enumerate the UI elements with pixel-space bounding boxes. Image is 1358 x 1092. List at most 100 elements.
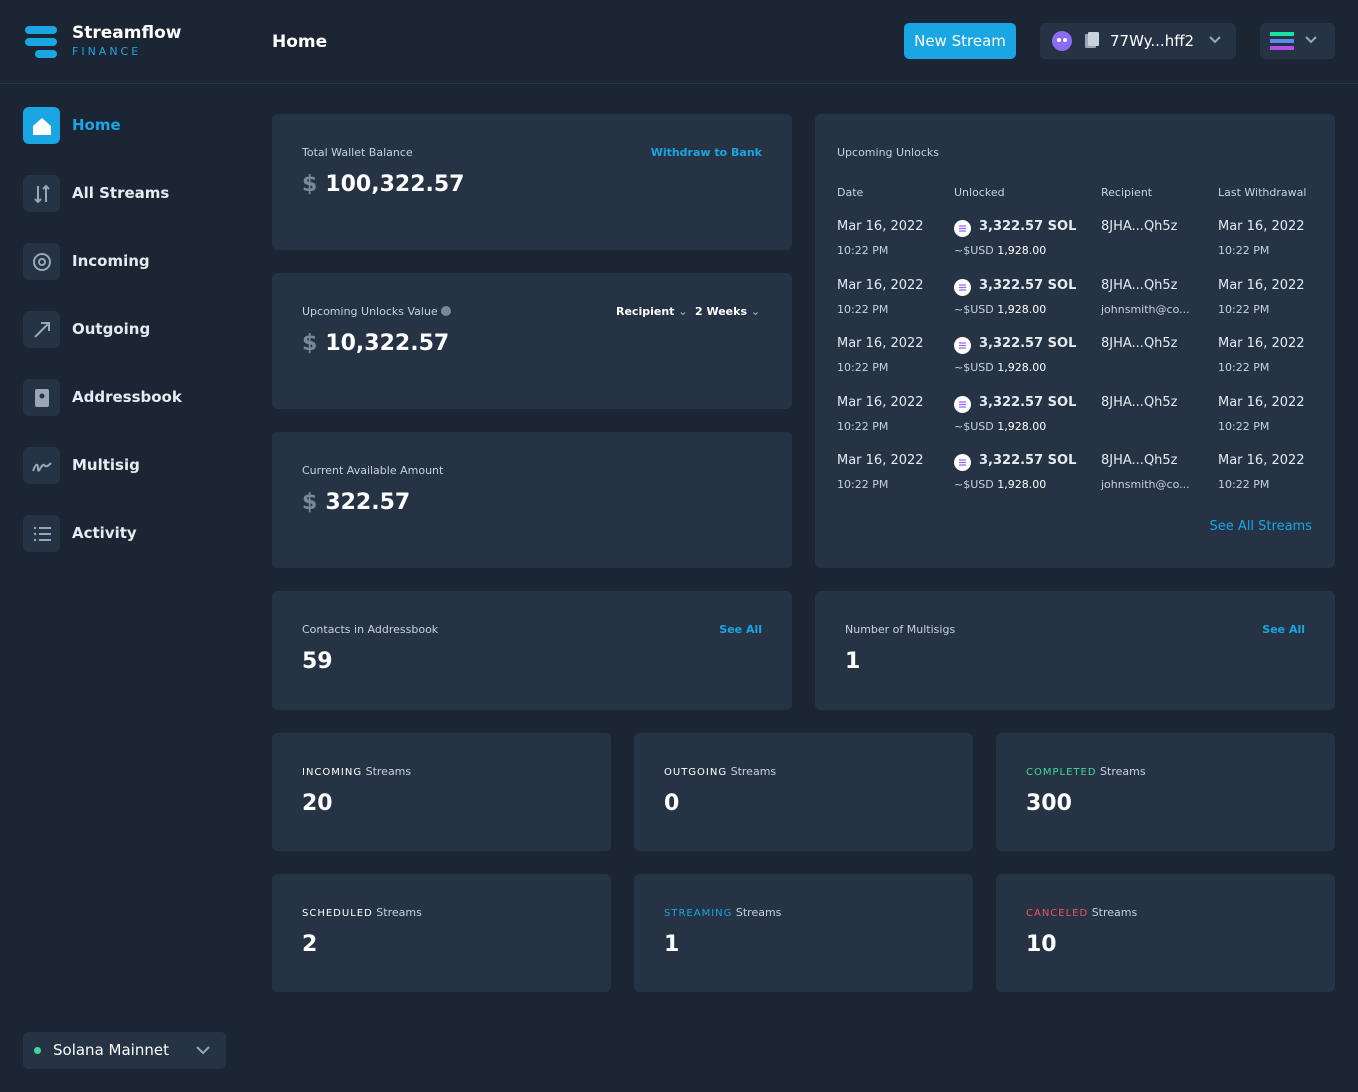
nav-item[interactable]: Addressbook bbox=[23, 379, 243, 416]
usd-value: ~$USD 1,928.00 bbox=[954, 303, 1046, 316]
last-date: Mar 16, 2022 bbox=[1218, 277, 1305, 293]
usd-amount: 1,928.00 bbox=[997, 419, 1047, 433]
amount: $10,322.57 bbox=[302, 331, 449, 356]
amount: 3,322.57 SOL bbox=[979, 453, 1077, 468]
amount: 3,322.57 SOL bbox=[979, 219, 1077, 234]
nav-label: Multisig bbox=[72, 456, 140, 474]
header-border bbox=[0, 83, 1358, 84]
stream-word: Streams bbox=[365, 765, 412, 778]
stream-count: 1 bbox=[664, 932, 680, 957]
multisigs-card: Number of Multisigs See All 1 bbox=[815, 591, 1335, 710]
date: Mar 16, 2022 bbox=[837, 219, 924, 234]
nav-label: Outgoing bbox=[72, 320, 151, 338]
usd-amount: 1,928.00 bbox=[997, 361, 1047, 374]
wallet-icons bbox=[1052, 31, 1099, 51]
nav-label: Activity bbox=[72, 524, 137, 542]
nav-item[interactable]: Home bbox=[23, 107, 243, 144]
nav-label: Addressbook bbox=[72, 388, 182, 406]
wallet-address: 77Wy...hff2 bbox=[1110, 32, 1195, 50]
usd-value: ~$USD 1,928.00 bbox=[954, 361, 1046, 374]
nav-icon bbox=[23, 447, 60, 484]
wallet-card: Total Wallet Balance Withdraw to Bank $1… bbox=[272, 114, 792, 250]
last-time: 10:22 PM bbox=[1218, 244, 1270, 257]
usd-unit: ~$USD bbox=[954, 478, 994, 491]
nav-item[interactable]: All Streams bbox=[23, 175, 243, 212]
card-label: Total Wallet Balance bbox=[302, 146, 413, 159]
nav-item[interactable]: Multisig bbox=[23, 447, 243, 484]
logo bbox=[25, 26, 57, 58]
nav-icon bbox=[23, 311, 60, 348]
value: 59 bbox=[302, 649, 333, 674]
stream-card: COMPLETED Streams 300 bbox=[996, 733, 1335, 851]
amount: $100,322.57 bbox=[302, 172, 465, 197]
last-date: Mar 16, 2022 bbox=[1218, 219, 1305, 234]
available-card: Current Available Amount $322.57 bbox=[272, 432, 792, 568]
stream-count: 10 bbox=[1026, 932, 1057, 957]
stream-label: CANCELED Streams bbox=[1026, 906, 1137, 919]
stream-word: Streams bbox=[735, 906, 782, 919]
value: 10,322.57 bbox=[325, 331, 450, 356]
value: 322.57 bbox=[325, 490, 411, 515]
network-button[interactable] bbox=[1260, 23, 1335, 59]
stream-label: STREAMING Streams bbox=[664, 906, 781, 919]
nav-item[interactable]: Outgoing bbox=[23, 311, 243, 348]
recipient-email: johnsmith@co... bbox=[1101, 478, 1190, 491]
see-all-link[interactable]: See All bbox=[719, 623, 762, 636]
last-date: Mar 16, 2022 bbox=[1218, 336, 1305, 351]
filter[interactable]: 2 Weeks ⌄ bbox=[695, 305, 761, 318]
stream-word: Streams bbox=[1091, 906, 1138, 919]
nav-item[interactable]: Incoming bbox=[23, 243, 243, 280]
token-icon bbox=[954, 454, 971, 475]
stream-word: Streams bbox=[376, 906, 422, 919]
stream-label: OUTGOING Streams bbox=[664, 765, 776, 778]
value: 100,322.57 bbox=[325, 172, 465, 197]
see-all-streams[interactable]: See All Streams bbox=[1209, 519, 1312, 534]
withdraw-link[interactable]: Withdraw to Bank bbox=[650, 146, 762, 159]
usd-amount: 1,928.00 bbox=[997, 244, 1047, 257]
usd-unit: ~$USD bbox=[954, 302, 994, 316]
recipient: 8JHA...Qh5z bbox=[1101, 219, 1178, 234]
stream-card: INCOMING Streams 20 bbox=[272, 733, 611, 851]
stream-status: COMPLETED bbox=[1026, 767, 1097, 778]
stream-card: SCHEDULED Streams 2 bbox=[272, 874, 611, 992]
usd-amount: 1,928.00 bbox=[997, 478, 1047, 491]
nav-item[interactable]: Activity bbox=[23, 515, 243, 552]
card-label: Current Available Amount bbox=[302, 464, 444, 477]
nav-icon bbox=[23, 379, 60, 416]
stream-word: Streams bbox=[730, 765, 777, 778]
card-label: Contacts in Addressbook bbox=[302, 623, 439, 636]
date: Mar 16, 2022 bbox=[837, 394, 924, 410]
stream-card: STREAMING Streams 1 bbox=[634, 874, 973, 992]
unlocks-card: Upcoming Unlocks See All Streams Date Unl… bbox=[815, 114, 1335, 568]
nav-icon bbox=[23, 175, 60, 212]
stream-status: SCHEDULED bbox=[302, 908, 373, 919]
amount: 3,322.57 SOL bbox=[979, 336, 1077, 351]
wallet-button[interactable]: 77Wy...hff2 bbox=[1040, 23, 1236, 59]
token-icon bbox=[954, 220, 971, 241]
column-header: Unlocked bbox=[954, 186, 1005, 199]
token-icon bbox=[954, 337, 971, 358]
card-label: Number of Multisigs bbox=[845, 623, 956, 636]
stream-card: OUTGOING Streams 0 bbox=[634, 733, 973, 851]
nav-icon bbox=[23, 515, 60, 552]
token-icon bbox=[954, 278, 971, 300]
stream-label: SCHEDULED Streams bbox=[302, 906, 422, 919]
card-title: Upcoming Unlocks bbox=[837, 146, 939, 159]
see-all-link[interactable]: See All bbox=[1262, 623, 1305, 636]
token-icon bbox=[954, 395, 971, 417]
last-date: Mar 16, 2022 bbox=[1218, 453, 1305, 468]
network-select[interactable]: Solana Mainnet bbox=[23, 1032, 226, 1069]
usd-value: ~$USD 1,928.00 bbox=[954, 420, 1046, 433]
usd-unit: ~$USD bbox=[954, 244, 994, 257]
date: Mar 16, 2022 bbox=[837, 336, 924, 351]
brand-name: Streamflow bbox=[72, 23, 182, 43]
filter[interactable]: Recipient ⌄ bbox=[616, 305, 688, 318]
usd-unit: ~$USD bbox=[954, 419, 994, 433]
network-name: Solana Mainnet bbox=[53, 1041, 169, 1059]
usd-value: ~$USD 1,928.00 bbox=[954, 244, 1046, 257]
column-header: Date bbox=[837, 186, 864, 199]
currency: $ bbox=[302, 331, 318, 356]
new-stream-button[interactable]: New Stream bbox=[904, 23, 1016, 59]
stream-count: 20 bbox=[302, 791, 333, 816]
stream-status: INCOMING bbox=[302, 767, 363, 778]
